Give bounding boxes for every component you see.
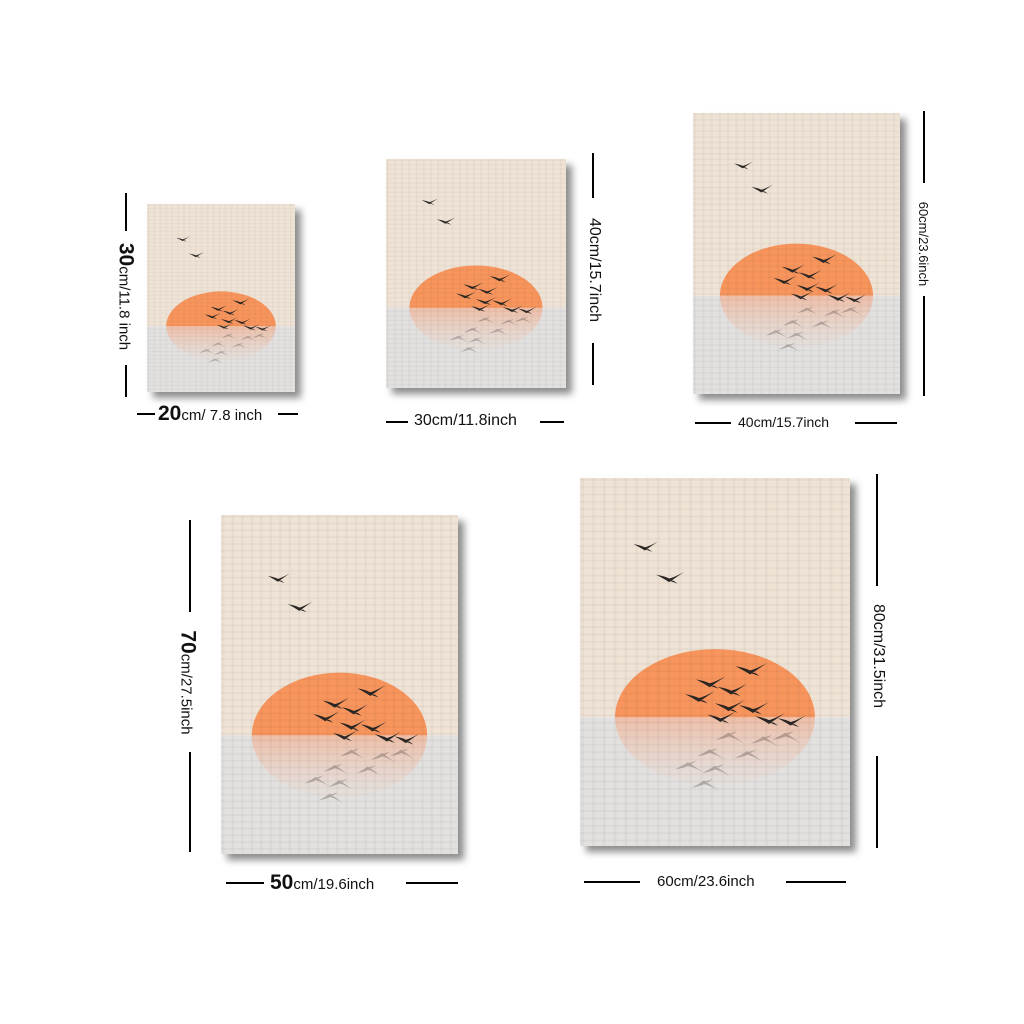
sunset-birds-artwork (693, 113, 900, 394)
height-label-20x30: 30cm/11.8 inch (114, 242, 138, 351)
height-dimension-line-40x60 (923, 296, 925, 396)
sunset-birds-artwork (147, 204, 295, 392)
sunset-birds-artwork (221, 515, 458, 854)
height-dimension-line-60x80 (876, 474, 878, 586)
width-label-20x30: 20cm/ 7.8 inch (158, 402, 263, 425)
height-dimension-line-40x60 (923, 111, 925, 183)
height-dimension-line-60x80 (876, 756, 878, 848)
height-label-60x80: 80cm/31.5inch (870, 603, 887, 709)
height-dimension-line-50x70 (189, 752, 191, 852)
width-dimension-line-50x70 (406, 882, 458, 884)
width-label-40x60: 40cm/15.7inch (738, 414, 830, 430)
width-dimension-line-50x70 (226, 882, 264, 884)
width-dimension-line-60x80 (584, 881, 640, 883)
sunset-birds-artwork (386, 159, 566, 388)
height-dimension-line-20x30 (125, 193, 127, 231)
width-dimension-line-20x30 (137, 413, 155, 415)
width-dimension-line-60x80 (786, 881, 846, 883)
height-dimension-line-30x40 (592, 153, 594, 198)
height-dimension-line-20x30 (125, 365, 127, 397)
width-dimension-line-30x40 (386, 421, 408, 423)
height-dimension-line-50x70 (189, 520, 191, 612)
height-label-30x40: 40cm/15.7inch (586, 217, 603, 323)
width-dimension-line-30x40 (540, 421, 564, 423)
height-dimension-line-30x40 (592, 343, 594, 385)
canvas-print-40x60cm (693, 113, 900, 394)
width-label-50x70: 50cm/19.6inch (270, 871, 375, 894)
height-label-40x60: 60cm/23.6inch (916, 201, 931, 287)
sunset-birds-artwork (580, 478, 850, 846)
canvas-print-20x30cm (147, 204, 295, 392)
canvas-print-60x80cm (580, 478, 850, 846)
width-label-60x80: 60cm/23.6inch (657, 873, 755, 890)
width-dimension-line-20x30 (278, 413, 298, 415)
width-dimension-line-40x60 (855, 422, 897, 424)
canvas-print-50x70cm (221, 515, 458, 854)
canvas-print-30x40cm (386, 159, 566, 388)
width-dimension-line-40x60 (695, 422, 731, 424)
height-label-50x70: 70cm/27.5inch (176, 630, 200, 735)
width-label-30x40: 30cm/11.8inch (414, 412, 517, 429)
